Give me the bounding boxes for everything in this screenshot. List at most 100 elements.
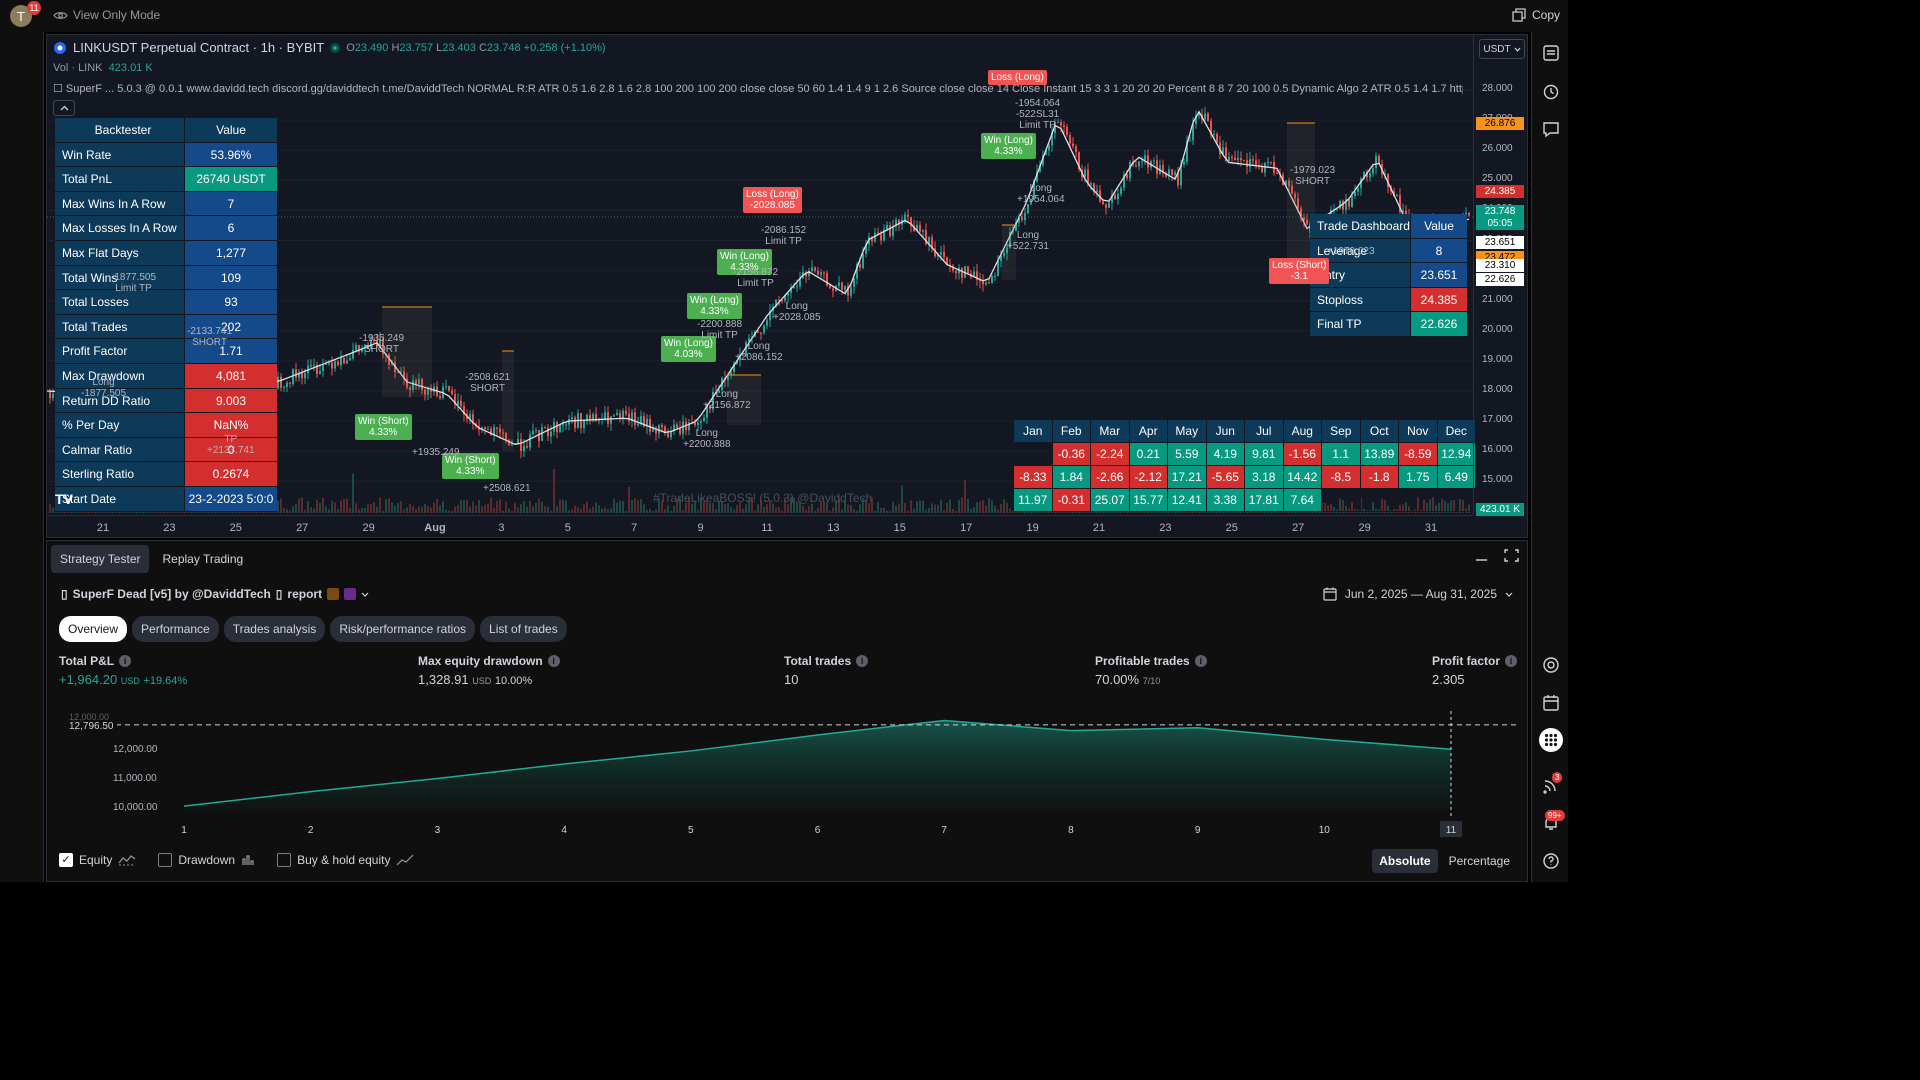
strategy-header[interactable]: ▯ SuperF Dead [v5] by @DaviddTech ▯ repo… [61,587,369,601]
candle-body [568,419,570,425]
volume-bar [691,503,693,513]
candle-body [1285,180,1287,186]
symbol-legend[interactable]: LINKUSDT Perpetual Contract · 1h · BYBIT… [53,40,606,55]
apps-grid-icon[interactable] [1539,728,1563,752]
tradingview-logo[interactable]: TV [55,491,73,507]
candle-body [1225,147,1227,161]
price-tick-label: 18.000 [1482,384,1513,395]
equity-chart[interactable]: 12,000.0011,000.0010,000.0012,796.5012,0… [47,709,1527,849]
volume-bar [409,503,411,513]
strategy-name[interactable]: SuperF Dead [v5] by @DaviddTech [72,587,271,601]
candle-body [1387,174,1389,187]
scale-mode-toggle: Absolute Percentage [1372,849,1517,873]
volume-bar [400,501,402,513]
tab-replay-trading[interactable]: Replay Trading [162,552,244,566]
monthly-return-cell: -2.12 [1129,466,1168,489]
volume-bar [352,473,354,513]
volume-bar [316,499,318,513]
volume-bar [952,508,954,513]
info-icon[interactable]: i [856,655,869,667]
mode-absolute[interactable]: Absolute [1372,849,1438,873]
collapse-legend-button[interactable] [53,100,75,116]
metric-extra: 10.00% [494,675,533,687]
subtab-risk-performance-ratios[interactable]: Risk/performance ratios [330,616,476,642]
volume-bar [574,505,576,513]
trade-annotation: -1954.064 -522SL31 Limit TP [1015,98,1061,131]
candle-body [634,412,636,426]
volume-bar [859,504,861,513]
info-icon[interactable]: i [547,655,560,667]
backtester-value: 202 [184,314,277,339]
time-tick-label: 21 [96,522,110,534]
watchlist-icon[interactable] [1540,42,1562,64]
price-chart[interactable]: LINKUSDT Perpetual Contract · 1h · BYBIT… [46,34,1528,538]
candle-body [1270,161,1272,163]
currency-select[interactable]: USDT [1479,39,1525,59]
candle-body [361,348,363,352]
report-label[interactable]: report [287,587,323,601]
indicator-legend[interactable]: ☐ SuperF ... 5.0.3 @ 0.0.1 www.davidd.te… [53,82,1463,95]
candle-body [844,286,846,290]
chevron-down-icon[interactable] [361,592,369,597]
price-tick-label: 15.000 [1482,474,1513,486]
subtab-performance[interactable]: Performance [132,616,219,642]
trade-signal-label: Win (Short) 4.33% [442,453,499,479]
candle-body [1084,169,1086,178]
buy-hold-checkbox[interactable]: Buy & hold equity [277,853,414,867]
view-only-mode-indicator[interactable]: View Only Mode [53,8,160,22]
price-marker-label: 22.626 [1476,273,1524,286]
subtab-trades-analysis[interactable]: Trades analysis [223,616,326,642]
time-axis[interactable]: 21 23 25 27 29 Aug 3 5 7 9 11 13 15 17 19 21 23 25 27 29 31 [47,515,1473,537]
mode-percentage[interactable]: Percentage [1448,854,1510,868]
volume-bar [640,499,642,513]
trade-dashboard-key: Final TP [1310,312,1410,336]
candle-body [1021,216,1023,220]
time-tick-label: 29 [362,522,375,534]
trade-dashboard-table: Trade Dashboard Value Leverage 8 Entry 23.6… [1310,214,1467,337]
target-icon[interactable] [1540,654,1562,676]
price-axis[interactable]: 28.00027.00026.00025.00024.00023.00022.0… [1473,35,1527,516]
volume-bar [679,497,681,513]
subtab-overview[interactable]: Overview [59,616,128,642]
monthly-return-cell: 1.75 [1399,466,1438,489]
help-icon[interactable] [1540,850,1562,872]
info-icon[interactable]: i [119,655,132,667]
candle-body [703,417,705,422]
volume-bar [526,506,528,513]
tab-strategy-tester[interactable]: Strategy Tester [51,545,150,573]
candle-body [454,394,456,405]
info-icon[interactable]: i [1194,655,1207,667]
candle-body [1135,165,1137,167]
x-tick-label: 5 [688,825,694,836]
backtester-value: 53.96% [184,142,277,167]
user-avatar[interactable]: T [10,5,32,27]
candle-body [1336,208,1338,210]
volume-bar [1381,499,1383,513]
subtab-list-of-trades[interactable]: List of trades [480,616,567,642]
volume-bar [850,505,852,513]
candle-body [799,278,801,287]
candle-body [1066,126,1068,136]
notifications-badge: 99+ [1545,810,1565,821]
info-icon[interactable]: i [1505,655,1518,667]
time-tick-label: 27 [1292,522,1305,534]
time-tick-label: Aug [424,522,446,534]
candle-body [817,270,819,275]
calendar-icon[interactable] [1540,692,1562,714]
drawdown-checkbox[interactable]: Drawdown [158,853,255,867]
volume-legend[interactable]: Vol · LINK 423.01 K [53,62,153,74]
maximize-icon[interactable] [1504,549,1519,565]
copy-button[interactable]: Copy [1512,8,1560,22]
chat-icon[interactable] [1540,118,1562,140]
minimize-icon[interactable] [1475,549,1488,565]
trade-annotation: +2508.621 [483,483,531,494]
candle-body [1468,212,1470,216]
date-range-selector[interactable]: Jun 2, 2025 — Aug 31, 2025 [1323,587,1513,601]
alarm-clock-icon[interactable] [1540,80,1562,102]
volume-bar [787,504,789,513]
equity-checkbox[interactable]: ✓ Equity [59,853,136,867]
price-marker-label: 26.876 [1476,117,1524,130]
volume-bar [433,502,435,513]
symbol-title[interactable]: LINKUSDT Perpetual Contract · 1h · BYBIT [73,40,325,55]
stream-icon[interactable] [1540,774,1562,796]
